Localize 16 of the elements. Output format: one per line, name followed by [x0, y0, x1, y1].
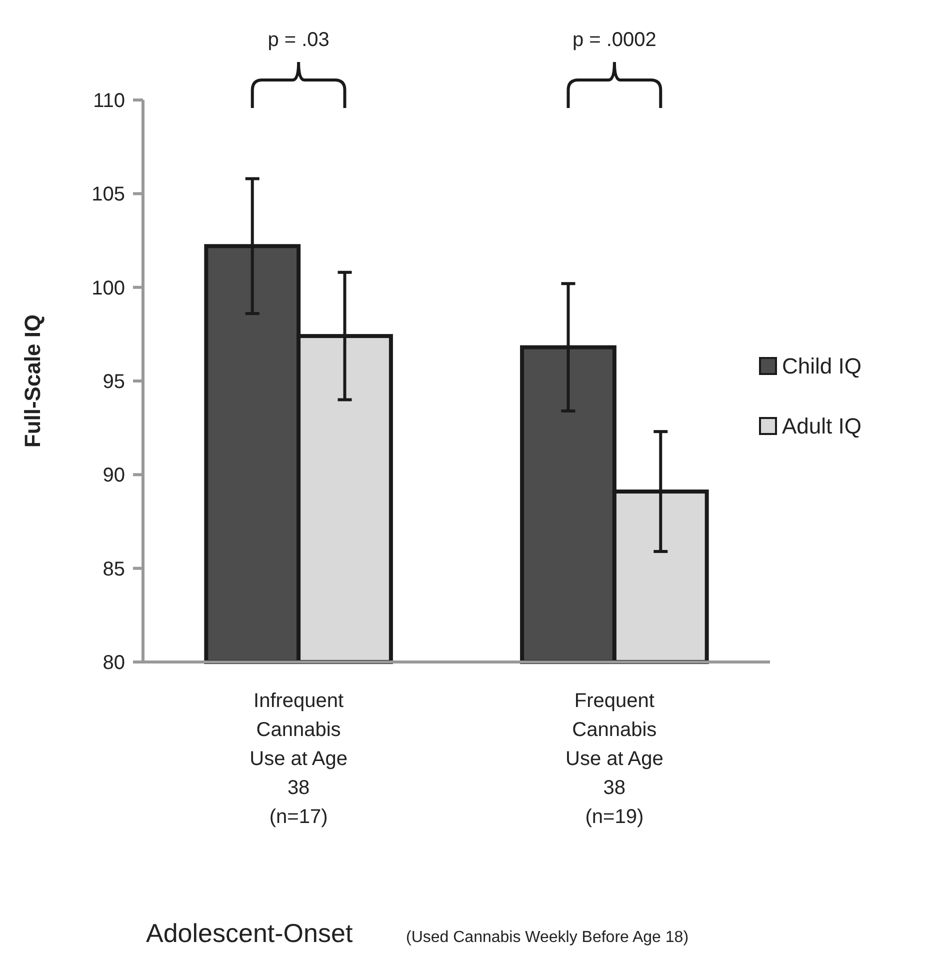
legend-label: Adult IQ — [782, 414, 862, 439]
text: p = .03 — [268, 29, 330, 51]
x-axis-title: Adolescent-Onset — [146, 918, 354, 948]
y-axis-title: Full-Scale IQ — [20, 314, 45, 448]
text: p = .0002 — [572, 29, 656, 51]
y-tick-label: 85 — [102, 558, 125, 580]
legend-label: Child IQ — [782, 354, 862, 379]
text: (Used Cannabis Weekly Before Age 18) — [406, 929, 689, 946]
y-tick-label: 95 — [102, 371, 125, 393]
y-tick-label: 90 — [102, 464, 125, 487]
y-tick-label: 110 — [93, 90, 125, 112]
x-tick-label: Frequent Cannabis Use at Age 38 (n=19) — [566, 690, 664, 828]
y-tick-label: 100 — [92, 277, 125, 300]
x-tick-label: Infrequent Cannabis Use at Age 38 (n=17) — [250, 690, 348, 828]
y-tick-label: 105 — [92, 184, 125, 206]
y-tick-label: 80 — [102, 652, 125, 674]
